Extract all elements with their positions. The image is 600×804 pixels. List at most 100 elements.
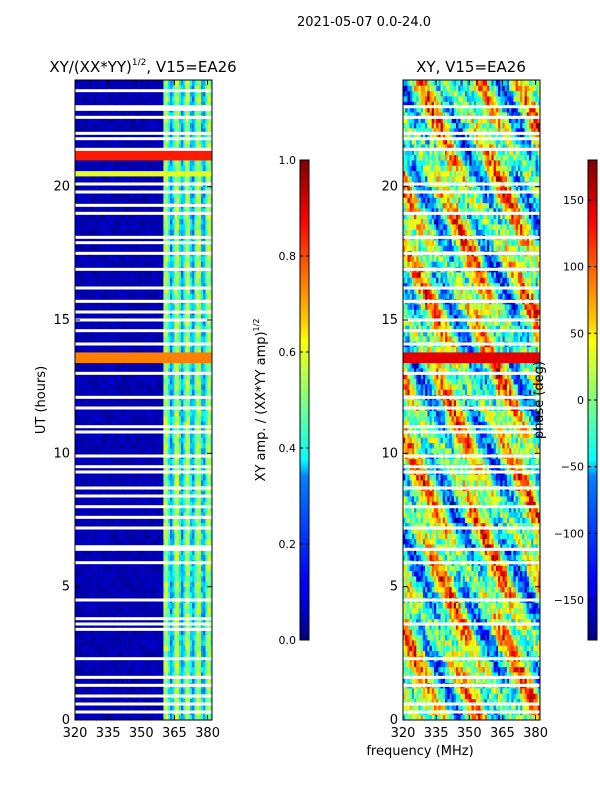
left-heatmap-cell [147, 714, 151, 720]
left-heatmap-cell [161, 384, 164, 390]
left-heatmap-cell [200, 661, 204, 668]
left-heatmap-cell [209, 549, 212, 556]
left-heatmap-cell [136, 608, 140, 614]
left-heatmap-cell [134, 416, 138, 422]
left-heatmap-cell [154, 410, 158, 417]
left-heatmap-cell [94, 288, 98, 294]
left-heatmap-cell [192, 501, 195, 508]
left-heatmap-cell [183, 608, 186, 614]
left-heatmap-cell [139, 426, 142, 433]
left-heatmap-cell [92, 618, 96, 625]
left-heatmap-cell [141, 581, 144, 588]
left-heatmap-cell [125, 634, 129, 641]
left-heatmap-cell [97, 618, 100, 625]
left-heatmap-cell [200, 426, 204, 433]
left-heatmap-cell [203, 448, 206, 454]
left-heatmap-cell [154, 714, 158, 720]
left-heatmap-cell [209, 410, 212, 417]
left-heatmap-cell [128, 389, 131, 396]
left-heatmap-cell [128, 437, 131, 444]
left-heatmap-cell [172, 517, 175, 524]
left-heatmap-cell [139, 448, 142, 454]
left-heatmap-cell [205, 602, 208, 609]
left-heatmap-cell [141, 325, 144, 332]
left-heatmap-cell [119, 416, 122, 422]
left-heatmap-cell [174, 533, 178, 540]
left-heatmap-cell [185, 480, 189, 486]
left-heatmap-cell [81, 496, 85, 502]
left-heatmap-cell [145, 634, 149, 641]
left-heatmap-cell [92, 698, 96, 705]
left-heatmap-cell [132, 389, 136, 396]
left-heatmap-cell [136, 624, 140, 630]
left-heatmap-cell [141, 645, 144, 652]
left-heatmap-cell [207, 320, 211, 326]
left-heatmap-cell [172, 714, 175, 720]
left-heatmap-cell [101, 512, 105, 518]
left-heatmap-cell [200, 645, 204, 652]
left-heatmap-cell [152, 448, 155, 454]
left-heatmap-cell [156, 602, 160, 609]
left-heatmap-cell [141, 549, 144, 556]
left-heatmap-cell [198, 357, 202, 364]
left-heatmap-cell [116, 368, 120, 374]
left-heatmap-cell [123, 517, 127, 524]
left-heatmap-cell [99, 458, 102, 465]
left-heatmap-cell [132, 288, 136, 294]
left-heatmap-cell [121, 400, 125, 406]
left-heatmap-cell [203, 602, 206, 609]
left-heatmap-cell [167, 549, 171, 556]
left-heatmap-cell [136, 704, 140, 710]
left-heatmap-cell [161, 432, 164, 438]
left-heatmap-cell [128, 421, 131, 428]
left-heatmap-cell [147, 501, 151, 508]
left-heatmap-cell [176, 602, 180, 609]
left-heatmap-cell [158, 608, 162, 614]
left-heatmap-cell [110, 672, 113, 678]
left-heatmap-cell [108, 650, 111, 657]
left-heatmap-cell [97, 576, 100, 582]
left-heatmap-cell [112, 586, 116, 593]
left-heatmap-cell [130, 384, 133, 390]
left-heatmap-cell [176, 661, 180, 668]
left-heatmap-cell [165, 330, 169, 337]
left-heatmap-cell [90, 490, 94, 497]
left-heatmap-cell [165, 336, 169, 342]
left-heatmap-cell [161, 330, 164, 337]
left-heatmap-cell [130, 533, 133, 540]
left-heatmap-cell [143, 624, 147, 630]
left-heatmap-cell [176, 522, 180, 529]
left-heatmap-cell [81, 549, 85, 556]
left-heatmap-cell [88, 576, 91, 582]
left-heatmap-cell [165, 506, 169, 513]
left-heatmap-cell [185, 517, 189, 524]
left-heatmap-cell [139, 368, 142, 374]
left-heatmap-cell [116, 661, 120, 668]
left-heatmap-cell [79, 325, 83, 332]
left-heatmap-cell [123, 512, 127, 518]
left-heatmap-cell [97, 368, 100, 374]
left-heatmap-cell [200, 704, 204, 710]
left-heatmap-cell [116, 458, 120, 465]
left-heatmap-cell [178, 565, 182, 572]
left-heatmap-cell [97, 570, 100, 577]
left-heatmap-cell [174, 640, 178, 646]
left-heatmap-cell [123, 421, 127, 428]
left-heatmap-cell [134, 688, 138, 694]
left-heatmap-cell [183, 437, 186, 444]
left-heatmap-cell [121, 538, 125, 545]
left-heatmap-cell [77, 416, 80, 422]
left-heatmap-cell [203, 624, 206, 630]
left-heatmap-cell [86, 293, 89, 300]
left-heatmap-cell [101, 533, 105, 540]
left-heatmap-cell [141, 490, 144, 497]
left-heatmap-cell [128, 538, 131, 545]
left-heatmap-cell [130, 666, 133, 673]
left-heatmap-cell [92, 362, 96, 369]
left-heatmap-cell [105, 330, 109, 337]
left-heatmap-cell [116, 549, 120, 556]
left-heatmap-cell [119, 384, 122, 390]
left-heatmap-cell [181, 410, 184, 417]
left-heatmap-cell [143, 458, 147, 465]
left-heatmap-cell [105, 352, 109, 358]
